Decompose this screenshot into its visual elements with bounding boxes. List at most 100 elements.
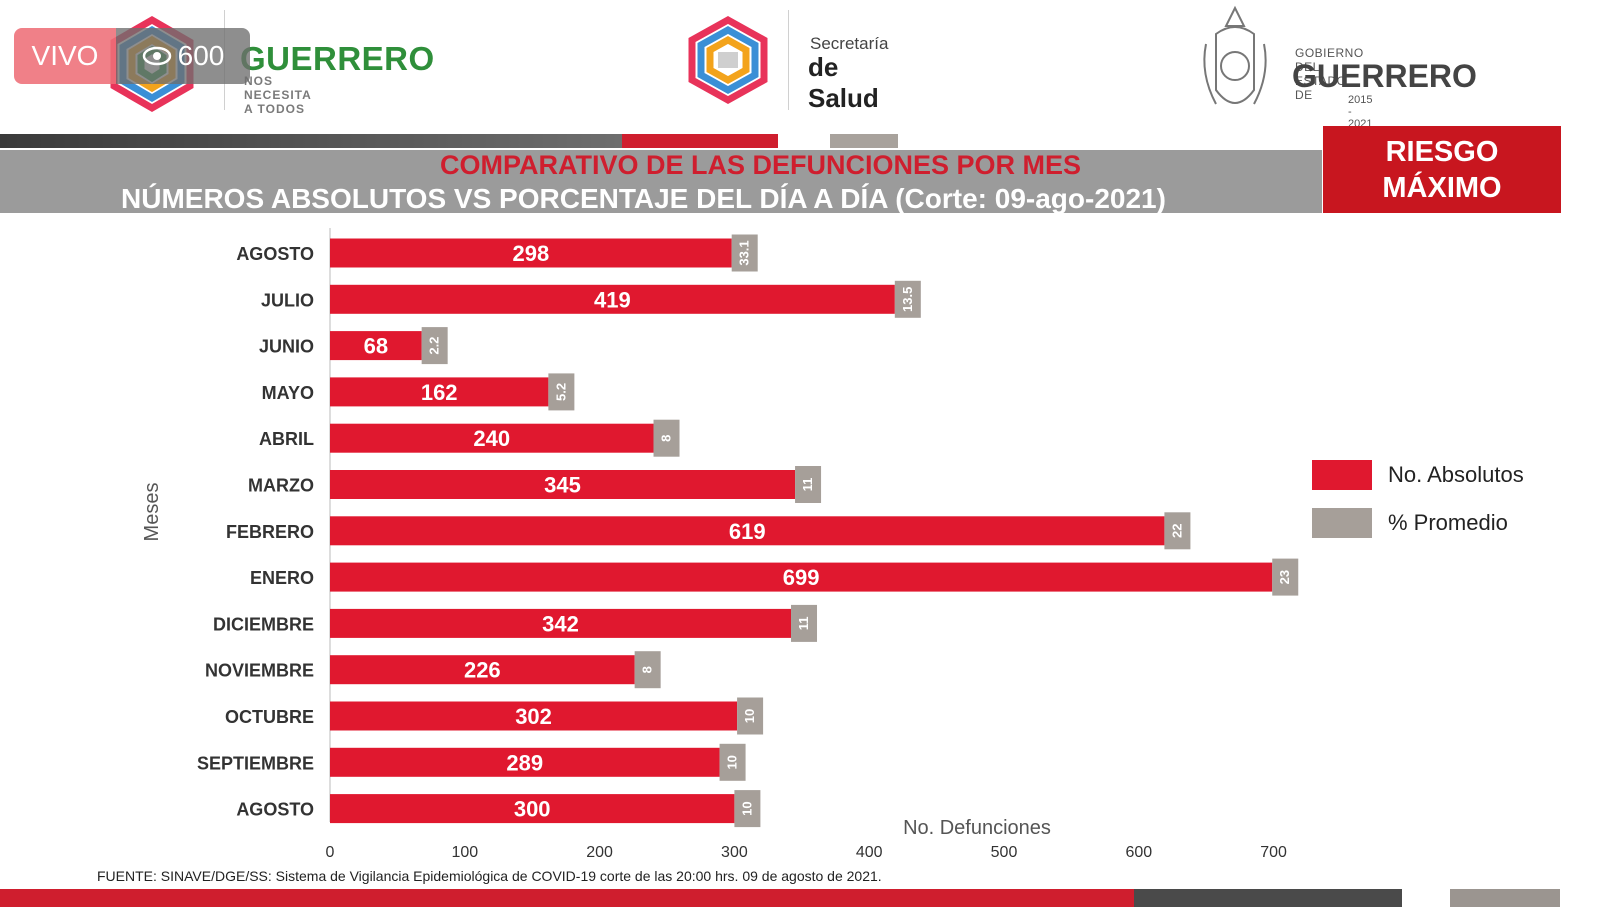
bar-percent-label: 23 [1277,570,1292,584]
y-tick-label: MAYO [262,383,314,403]
x-tick-label: 0 [326,844,335,861]
y-tick-label: MARZO [248,476,314,496]
gobierno-logo-line1: GOBIERNO DEL ESTADO DE [1295,46,1364,102]
risk-line1: RIESGO [1385,135,1499,168]
guerrero-logo-word: GUERRERO [240,40,435,77]
bar-percent-label: 10 [739,801,754,815]
bar-value-label: 419 [594,287,631,312]
bar-absolutos [330,747,720,777]
y-tick-label: ENERO [250,568,314,588]
y-tick-label: DICIEMBRE [213,614,314,634]
y-tick-label: SEPTIEMBRE [197,753,314,773]
view-count: 600 [116,28,250,84]
bar-value-label: 699 [783,565,820,590]
x-tick-label: 600 [1125,844,1152,861]
bar-promedio [634,651,661,689]
bar-value-label: 289 [506,750,543,775]
bar-value-label: 226 [464,658,501,683]
bar-promedio [719,743,746,781]
bar-value-label: 162 [421,380,458,405]
chart-subtitle: NÚMEROS ABSOLUTOS VS PORCENTAJE DEL DÍA … [121,183,1166,214]
bar-promedio [548,373,575,411]
y-axis-title: Meses [141,483,163,542]
bar-value-label: 240 [473,426,510,451]
bar-percent-label: 2.2 [427,337,442,355]
bar-absolutos [330,470,796,499]
bar-percent-label: 10 [725,755,740,769]
legend-swatch-absolutos [1312,460,1372,490]
gobierno-logo-line2: GUERRERO [1292,58,1477,94]
bar-percent-label: 11 [800,478,815,492]
bar-percent-label: 22 [1169,524,1184,538]
salud-logo-line1: Secretaría [810,34,889,53]
bar-value-label: 298 [512,241,549,266]
bar-percent-label: 10 [742,709,757,723]
x-tick-label: 700 [1260,844,1287,861]
bar-absolutos [330,331,422,361]
guerrero-logo-tagline: NOS NECESITA A TODOS [244,74,312,116]
x-tick-label: 400 [856,844,883,861]
bar-promedio [894,280,921,318]
y-tick-label: OCTUBRE [225,707,314,727]
legend-label-promedio: % Promedio [1388,510,1508,535]
bar-absolutos [330,423,654,453]
legend-item-promedio: % Promedio [1312,508,1508,538]
bar-absolutos [330,794,735,824]
live-badge: VIVO 600 [14,28,250,84]
bar-absolutos [330,701,738,731]
bar-value-label: 345 [544,473,581,498]
bar-promedio [795,466,822,503]
bar-promedio [737,697,764,735]
legend-item-absolutos: No. Absolutos [1312,460,1524,490]
y-tick-label: AGOSTO [236,800,314,820]
footer-stripe-red [0,889,1402,907]
decor-stripe-red [622,134,778,148]
y-tick-label: NOVIEMBRE [205,661,314,681]
live-label: VIVO [14,28,116,84]
bar-promedio [731,234,758,272]
divider [788,10,789,110]
x-tick-label: 500 [991,844,1018,861]
bar-absolutos [330,238,732,268]
bar-absolutos [330,284,895,314]
y-tick-label: ABRIL [259,429,314,449]
footer-stripe-gray [1450,889,1560,907]
bar-chart: Meses AGOSTO 298 33.1 JULIO 419 13.5 JUNIO 68 2.2… [141,228,1299,861]
bar-value-label: 342 [542,611,579,636]
bar-percent-label: 33.1 [737,240,752,265]
bar-value-label: 619 [729,519,766,544]
bar-value-label: 302 [515,704,552,729]
legend-label-absolutos: No. Absolutos [1388,462,1524,487]
decor-stripe-dark [0,134,622,148]
footer-stripe-dark [1134,889,1402,907]
bar-percent-label: 8 [640,666,655,673]
risk-level-badge: RIESGO MÁXIMO [1323,126,1561,213]
bar-percent-label: 13.5 [900,287,915,312]
bar-value-label: 68 [364,334,388,359]
bar-absolutos [330,562,1273,592]
title-band [0,150,1322,213]
bar-absolutos [330,516,1165,546]
bar-promedio [1164,512,1191,550]
bar-promedio [791,604,818,642]
chart-title: COMPARATIVO DE LAS DEFUNCIONES POR MES [440,150,1082,180]
bar-absolutos [330,655,635,685]
bar-value-label: 300 [514,797,551,822]
salud-logo-line2: de Salud [808,52,879,113]
coat-of-arms-icon [1203,5,1267,105]
x-tick-label: 200 [586,844,613,861]
bar-percent-label: 11 [796,617,811,631]
bar-promedio [653,419,680,457]
bar-percent-label: 8 [659,435,674,442]
y-tick-label: FEBRERO [226,522,314,542]
risk-line2: MÁXIMO [1382,171,1502,204]
x-tick-label: 100 [451,844,478,861]
salud-emblem-icon [688,15,768,105]
bar-absolutos [330,608,792,638]
y-tick-label: JUNIO [259,337,314,357]
view-count-value: 600 [177,40,225,71]
gobierno-logo-line3: 2015 - 2021 [1348,94,1373,130]
legend-swatch-promedio [1312,508,1372,538]
bar-promedio [734,790,761,828]
bar-percent-label: 5.2 [553,383,568,401]
